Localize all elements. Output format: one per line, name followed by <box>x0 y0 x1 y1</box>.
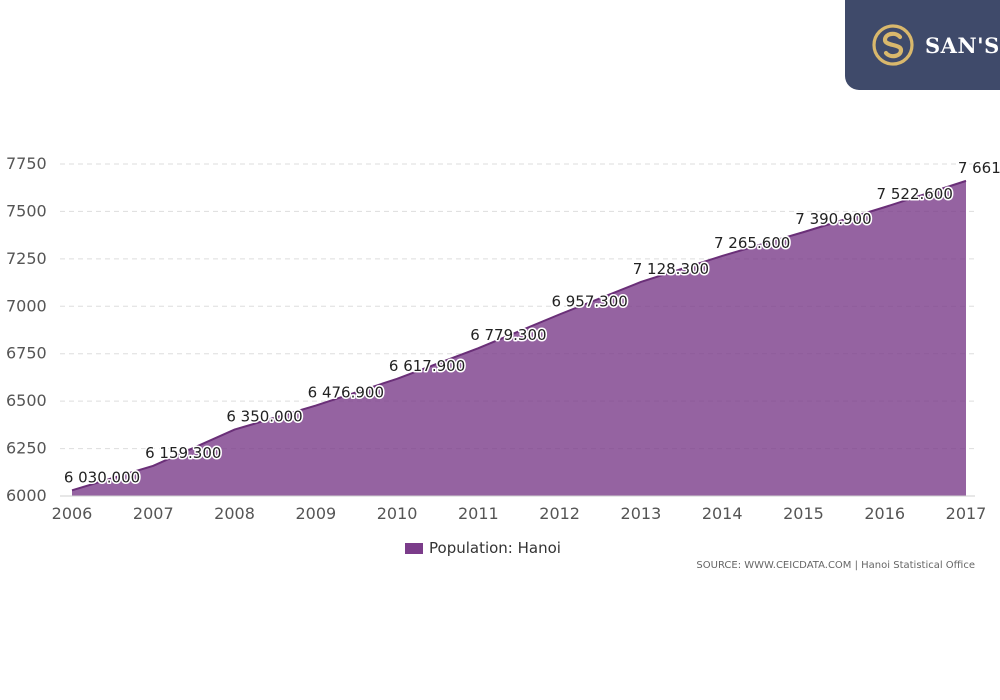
x-tick-label: 2007 <box>133 504 174 523</box>
x-tick-label: 2012 <box>539 504 580 523</box>
x-tick-label: 2009 <box>295 504 336 523</box>
data-label: 6 957.300 <box>551 292 627 310</box>
data-label: 6 476.900 <box>308 384 384 402</box>
series-line <box>71 179 967 492</box>
chart-legend[interactable]: Population: Hanoi <box>405 539 561 557</box>
x-tick-label: 2008 <box>214 504 255 523</box>
data-label: 6 350.000 <box>226 408 302 426</box>
y-tick-label: 6000 <box>6 486 47 505</box>
legend-label: Population: Hanoi <box>429 539 561 557</box>
legend-swatch <box>405 542 423 554</box>
y-tick-label: 7750 <box>6 154 47 173</box>
series-area <box>72 180 966 496</box>
x-tick-label: 2011 <box>458 504 499 523</box>
y-tick-label: 7250 <box>6 249 47 268</box>
data-label: 7 522.600 <box>877 185 953 203</box>
x-tick-label: 2017 <box>946 504 987 523</box>
data-label: 6 779.300 <box>470 326 546 344</box>
data-label: 7 128.300 <box>633 260 709 278</box>
x-tick-label: 2013 <box>621 504 662 523</box>
data-label: 7 390.900 <box>795 210 871 228</box>
data-label: 7 265.600 <box>714 234 790 252</box>
x-tick-label: 2014 <box>702 504 743 523</box>
data-label: 7 661.000 <box>958 159 1000 177</box>
y-tick-label: 7500 <box>6 201 47 220</box>
brand-badge: SAN'S <box>845 0 1000 90</box>
x-tick-label: 2015 <box>783 504 824 523</box>
chart-source: SOURCE: WWW.CEICDATA.COM | Hanoi Statist… <box>696 560 975 571</box>
x-tick-label: 2016 <box>864 504 905 523</box>
data-label: 6 159.300 <box>145 444 221 462</box>
swirl-s-icon <box>872 24 914 66</box>
brand-name: SAN'S <box>925 32 1000 58</box>
y-tick-label: 6250 <box>6 439 47 458</box>
y-tick-label: 6750 <box>6 344 47 363</box>
x-tick-label: 2006 <box>52 504 93 523</box>
data-label: 6 617.900 <box>389 357 465 375</box>
y-tick-label: 6500 <box>6 391 47 410</box>
y-tick-label: 7000 <box>6 296 47 315</box>
data-label: 6 030.000 <box>64 468 140 486</box>
x-tick-label: 2010 <box>377 504 418 523</box>
